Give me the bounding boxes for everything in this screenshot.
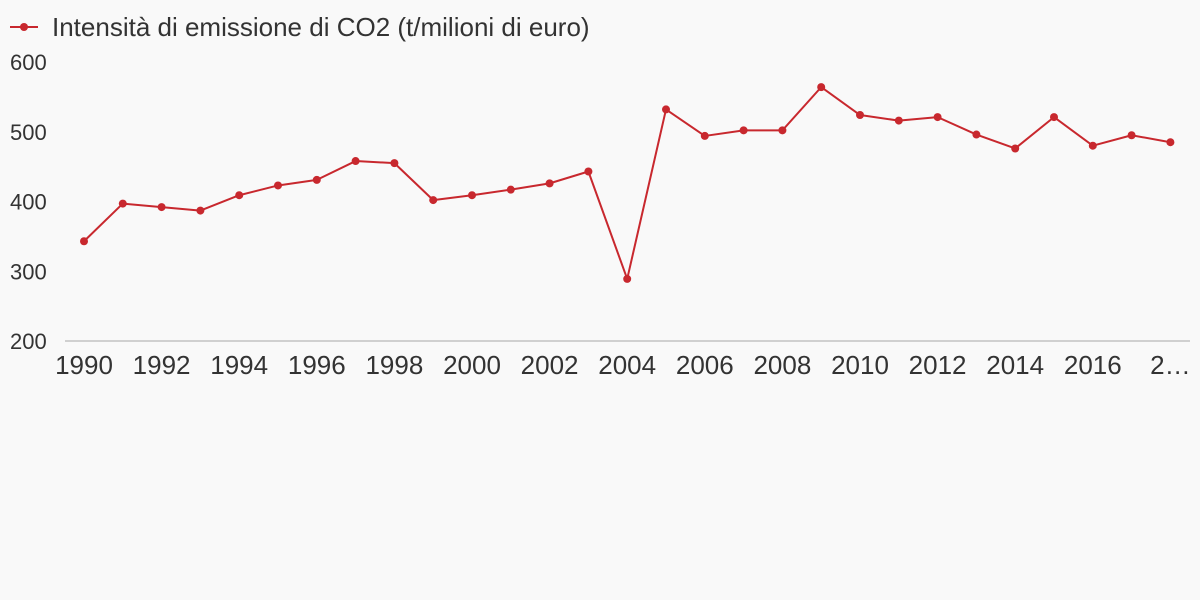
y-tick-label: 300 (10, 259, 47, 284)
y-tick-label: 400 (10, 190, 47, 215)
data-point[interactable] (700, 131, 709, 140)
y-tick-label: 200 (10, 329, 47, 354)
x-tick-label: 2… (1150, 350, 1190, 380)
data-point[interactable] (894, 116, 903, 125)
data-point[interactable] (933, 113, 942, 122)
data-point[interactable] (623, 274, 632, 283)
data-point[interactable] (80, 237, 88, 246)
data-point[interactable] (1166, 138, 1175, 147)
data-point[interactable] (739, 126, 748, 135)
x-tick-label: 1992 (133, 350, 191, 380)
legend-label: Intensità di emissione di CO2 (t/milioni… (52, 12, 590, 42)
series-line (83, 86, 1171, 280)
data-point[interactable] (584, 167, 593, 176)
x-tick-label: 1994 (210, 350, 268, 380)
x-tick-label: 1998 (365, 350, 423, 380)
y-tick-label: 600 (10, 50, 47, 75)
data-point[interactable] (817, 83, 826, 92)
series-layer (80, 83, 1175, 283)
data-point[interactable] (1127, 131, 1136, 140)
data-point[interactable] (662, 105, 670, 114)
x-tick-label: 2014 (986, 350, 1044, 380)
x-tick-label: 2004 (598, 350, 656, 380)
data-point[interactable] (1050, 113, 1058, 122)
y-tick-label: 500 (10, 120, 47, 145)
x-tick-label: 1996 (288, 350, 346, 380)
x-tick-label: 2002 (521, 350, 579, 380)
x-axis: 1990 1992 1994 1996 1998 2000 2002 2004 2006 2008… (55, 350, 1191, 380)
data-point[interactable] (972, 130, 981, 139)
x-tick-label: 2006 (676, 350, 734, 380)
x-tick-label: 1990 (55, 350, 113, 380)
data-point[interactable] (506, 185, 515, 194)
data-point[interactable] (778, 126, 787, 135)
data-point[interactable] (1011, 144, 1020, 153)
legend-dot-marker (20, 23, 28, 31)
data-point[interactable] (274, 181, 282, 190)
data-point[interactable] (856, 111, 864, 120)
data-point[interactable] (235, 191, 244, 200)
data-point[interactable] (1088, 141, 1097, 150)
data-point[interactable] (312, 175, 321, 184)
data-point[interactable] (196, 206, 205, 215)
data-point[interactable] (429, 196, 438, 205)
x-tick-label: 2008 (753, 350, 811, 380)
y-axis: 200 300 400 500 600 (10, 50, 47, 354)
x-tick-label: 2016 (1064, 350, 1122, 380)
data-point[interactable] (545, 179, 554, 188)
data-point[interactable] (157, 203, 166, 212)
data-point[interactable] (390, 159, 399, 168)
data-point[interactable] (118, 199, 127, 208)
x-tick-label: 2012 (909, 350, 967, 380)
x-tick-label: 2010 (831, 350, 889, 380)
data-point[interactable] (468, 191, 476, 200)
legend[interactable]: Intensità di emissione di CO2 (t/milioni… (10, 12, 590, 42)
x-tick-label: 2000 (443, 350, 501, 380)
data-point[interactable] (351, 157, 360, 166)
